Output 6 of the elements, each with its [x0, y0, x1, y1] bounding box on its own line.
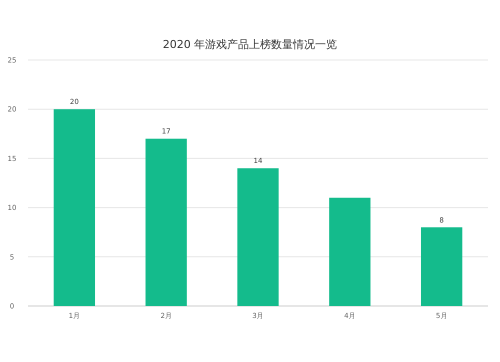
bar	[237, 168, 279, 306]
bar	[329, 198, 370, 306]
bar	[146, 138, 187, 306]
bar	[420, 227, 462, 306]
chart-title: 2020 年游戏产品上榜数量情况一览	[162, 38, 338, 51]
bar	[54, 109, 96, 306]
